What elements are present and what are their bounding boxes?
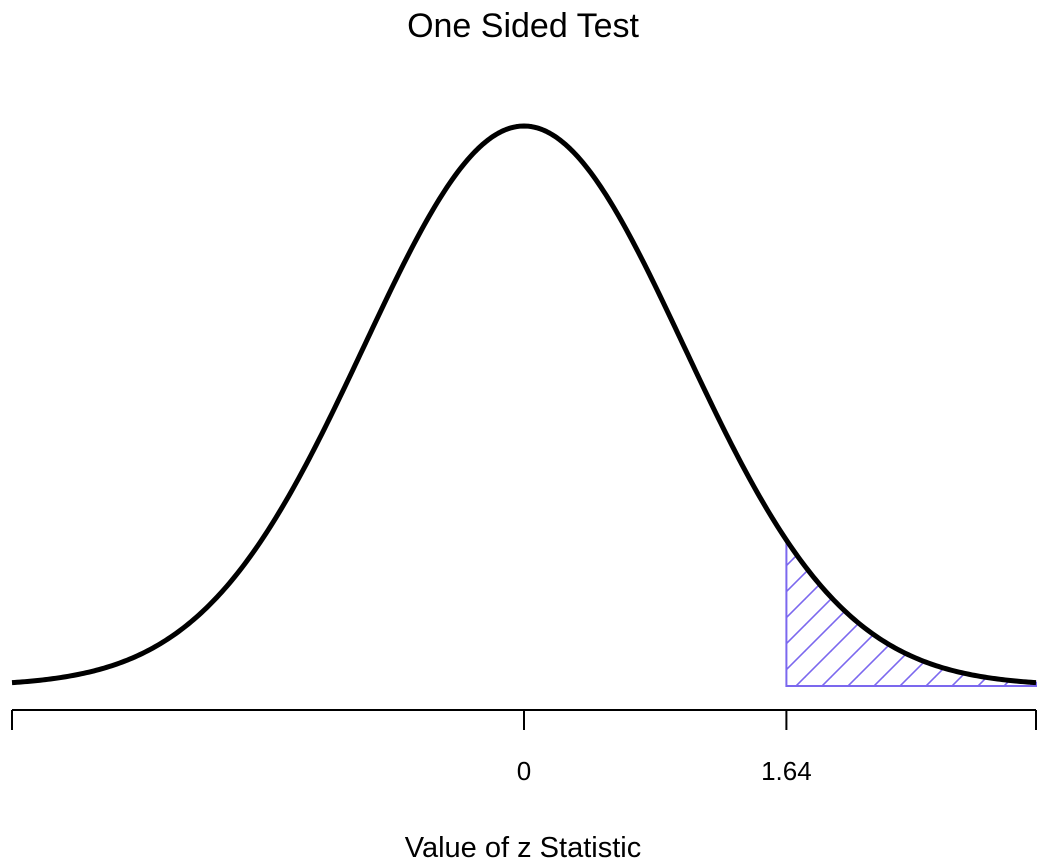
density-curve [11, 123, 1037, 686]
rejection-region-area [785, 536, 1037, 687]
chart-title: One Sided Test [407, 7, 639, 45]
rejection-region [785, 536, 1037, 687]
density-curve-group [11, 123, 1037, 686]
x-tick-label: 0 [517, 756, 531, 786]
x-axis-label: Value of z Statistic [405, 832, 641, 864]
x-axis: 0 1.64 [11, 709, 1037, 786]
x-tick-label: 1.64 [761, 756, 812, 786]
